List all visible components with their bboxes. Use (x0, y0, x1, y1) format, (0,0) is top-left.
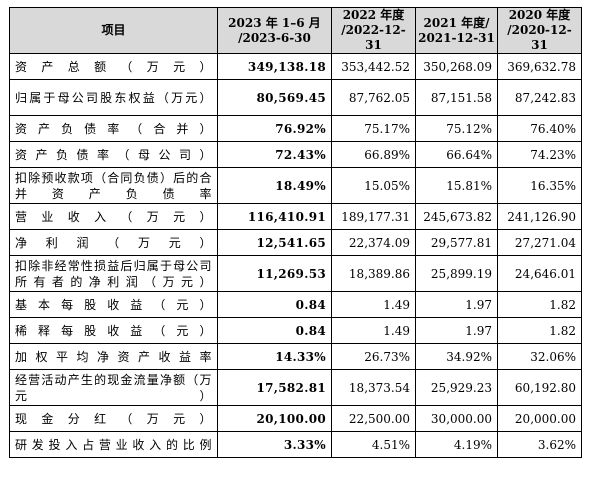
table-row: 扣除预收款项（合同负债）后的合并资产负债率 18.49% 15.05% 15.81% 1… (9, 167, 582, 204)
cell-value: 12,541.65 (217, 229, 332, 256)
cell-value: 26.73% (331, 343, 416, 370)
row-label: 基本每股收益（元） (9, 291, 218, 318)
cell-value: 349,138.18 (217, 53, 332, 80)
cell-value: 87,242.83 (497, 79, 582, 116)
row-label: 经营活动产生的现金流量净额（万元） (9, 369, 218, 406)
row-label: 研发投入占营业收入的比例 (9, 431, 218, 458)
cell-value: 25,899.19 (415, 255, 498, 292)
cell-value: 20,000.00 (497, 405, 582, 432)
table-row: 基本每股收益（元） 0.84 1.49 1.97 1.82 (9, 291, 582, 318)
cell-value: 0.84 (217, 291, 332, 318)
header-item: 项目 (9, 7, 218, 54)
cell-value: 1.49 (331, 317, 416, 344)
row-label: 扣除预收款项（合同负债）后的合并资产负债率 (9, 167, 218, 204)
table-row: 现金分红（万元） 20,100.00 22,500.00 30,000.00 20,00… (9, 405, 582, 432)
header-2023h1: 2023 年 1–6 月 /2023-6-30 (217, 7, 332, 54)
cell-value: 116,410.91 (217, 203, 332, 230)
cell-value: 15.05% (331, 167, 416, 204)
cell-value: 66.64% (415, 141, 498, 168)
table-row: 营业收入（万元） 116,410.91 189,177.31 245,673.82 24… (9, 203, 582, 230)
row-label: 归属于母公司股东权益（万元） (9, 79, 218, 116)
cell-value: 1.49 (331, 291, 416, 318)
table-row: 归属于母公司股东权益（万元） 80,569.45 87,762.05 87,151.5… (9, 79, 582, 116)
cell-value: 22,374.09 (331, 229, 416, 256)
cell-value: 3.62% (497, 431, 582, 458)
cell-value: 18,373.54 (331, 369, 416, 406)
table-row: 经营活动产生的现金流量净额（万元） 17,582.81 18,373.54 25,92… (9, 369, 582, 406)
table-header-row: 项目 2023 年 1–6 月 /2023-6-30 2022 年度 /2022… (9, 7, 582, 54)
row-label: 资产总额（万元） (9, 53, 218, 80)
cell-value: 22,500.00 (331, 405, 416, 432)
table-row: 资产负债率（母公司） 72.43% 66.89% 66.64% 74.23% (9, 141, 582, 168)
cell-value: 353,442.52 (331, 53, 416, 80)
cell-value: 87,762.05 (331, 79, 416, 116)
table-row: 稀释每股收益（元） 0.84 1.49 1.97 1.82 (9, 317, 582, 344)
cell-value: 32.06% (497, 343, 582, 370)
cell-value: 60,192.80 (497, 369, 582, 406)
cell-value: 189,177.31 (331, 203, 416, 230)
cell-value: 30,000.00 (415, 405, 498, 432)
cell-value: 34.92% (415, 343, 498, 370)
cell-value: 72.43% (217, 141, 332, 168)
cell-value: 15.81% (415, 167, 498, 204)
header-2022: 2022 年度 /2022-12-31 (331, 7, 416, 54)
cell-value: 75.12% (415, 115, 498, 142)
cell-value: 14.33% (217, 343, 332, 370)
cell-value: 27,271.04 (497, 229, 582, 256)
cell-value: 66.89% (331, 141, 416, 168)
financial-table-container: 项目 2023 年 1–6 月 /2023-6-30 2022 年度 /2022… (9, 7, 582, 458)
row-label: 营业收入（万元） (9, 203, 218, 230)
cell-value: 11,269.53 (217, 255, 332, 292)
cell-value: 29,577.81 (415, 229, 498, 256)
cell-value: 18.49% (217, 167, 332, 204)
header-2021: 2021 年度/ 2021-12-31 (415, 7, 498, 54)
cell-value: 18,389.86 (331, 255, 416, 292)
cell-value: 1.82 (497, 291, 582, 318)
cell-value: 241,126.90 (497, 203, 582, 230)
cell-value: 74.23% (497, 141, 582, 168)
cell-value: 80,569.45 (217, 79, 332, 116)
financial-indicators-table: 项目 2023 年 1–6 月 /2023-6-30 2022 年度 /2022… (9, 7, 582, 458)
row-label: 稀释每股收益（元） (9, 317, 218, 344)
cell-value: 76.92% (217, 115, 332, 142)
row-label: 扣除非经常性损益后归属于母公司所有者的净利润（万元） (9, 255, 218, 292)
table-row: 资产负债率（合并） 76.92% 75.17% 75.12% 76.40% (9, 115, 582, 142)
cell-value: 350,268.09 (415, 53, 498, 80)
header-2020: 2020 年度 /2020-12-31 (497, 7, 582, 54)
cell-value: 87,151.58 (415, 79, 498, 116)
cell-value: 369,632.78 (497, 53, 582, 80)
row-label: 现金分红（万元） (9, 405, 218, 432)
cell-value: 245,673.82 (415, 203, 498, 230)
cell-value: 1.97 (415, 291, 498, 318)
table-body: 资产总额（万元） 349,138.18 353,442.52 350,268.09 36… (9, 53, 582, 458)
cell-value: 4.19% (415, 431, 498, 458)
row-label: 净利润（万元） (9, 229, 218, 256)
cell-value: 0.84 (217, 317, 332, 344)
cell-value: 20,100.00 (217, 405, 332, 432)
row-label: 资产负债率（母公司） (9, 141, 218, 168)
table-row: 研发投入占营业收入的比例 3.33% 4.51% 4.19% 3.62% (9, 431, 582, 458)
table-row: 净利润（万元） 12,541.65 22,374.09 29,577.81 27,271… (9, 229, 582, 256)
cell-value: 25,929.23 (415, 369, 498, 406)
cell-value: 1.97 (415, 317, 498, 344)
cell-value: 16.35% (497, 167, 582, 204)
table-row: 扣除非经常性损益后归属于母公司所有者的净利润（万元） 11,269.53 18,38… (9, 255, 582, 292)
cell-value: 1.82 (497, 317, 582, 344)
row-label: 资产负债率（合并） (9, 115, 218, 142)
cell-value: 17,582.81 (217, 369, 332, 406)
cell-value: 75.17% (331, 115, 416, 142)
cell-value: 24,646.01 (497, 255, 582, 292)
row-label: 加权平均净资产收益率 (9, 343, 218, 370)
cell-value: 4.51% (331, 431, 416, 458)
cell-value: 3.33% (217, 431, 332, 458)
table-row: 资产总额（万元） 349,138.18 353,442.52 350,268.09 36… (9, 53, 582, 80)
cell-value: 76.40% (497, 115, 582, 142)
table-row: 加权平均净资产收益率 14.33% 26.73% 34.92% 32.06% (9, 343, 582, 370)
